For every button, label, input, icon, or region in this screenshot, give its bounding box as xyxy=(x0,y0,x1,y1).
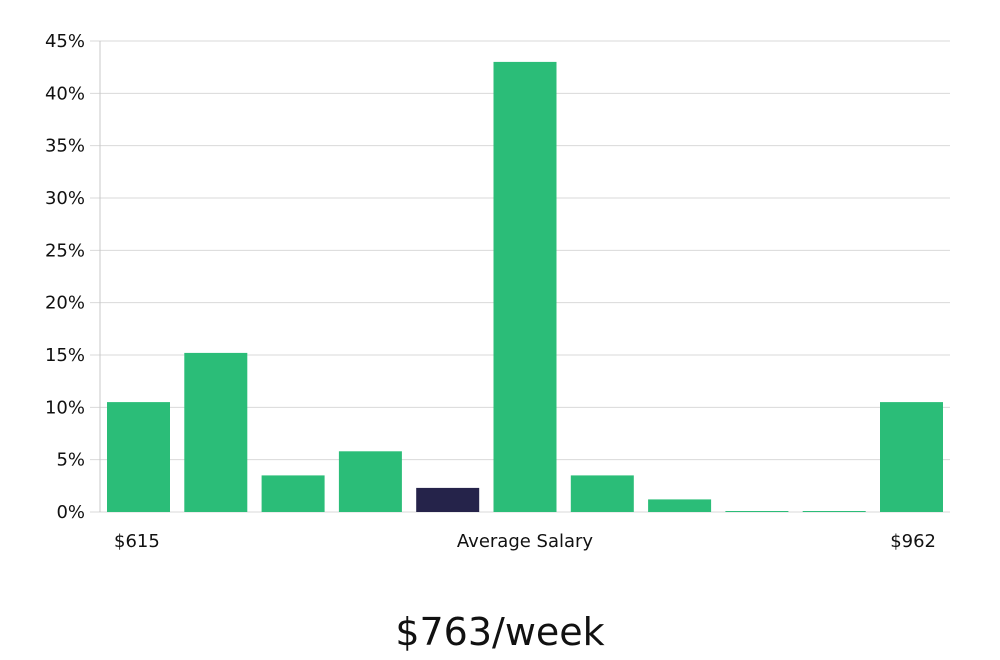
bar xyxy=(725,511,789,512)
y-tick-label: 20% xyxy=(45,293,85,314)
y-tick-label: 45% xyxy=(45,31,85,52)
x-labels: $615 Average Salary $962 xyxy=(114,531,936,552)
y-tick-label: 25% xyxy=(45,240,85,261)
y-tick-labels: 0% 5% 10% 15% 20% 25% 30% 35% 40% 45% xyxy=(45,31,85,523)
bar xyxy=(493,61,557,513)
y-tick-label: 10% xyxy=(45,397,85,418)
x-label-max: $962 xyxy=(890,531,936,552)
y-tick-label: 30% xyxy=(45,188,85,209)
bar xyxy=(570,475,634,512)
bar xyxy=(261,475,325,512)
bar xyxy=(338,451,402,512)
y-tick-label: 15% xyxy=(45,345,85,366)
bars xyxy=(107,61,943,513)
x-label-average: Average Salary xyxy=(457,531,594,552)
average-salary-value: $763/week xyxy=(395,610,605,654)
bar xyxy=(648,499,712,512)
bar xyxy=(802,511,866,512)
y-tick-label: 35% xyxy=(45,136,85,157)
y-tick-label: 40% xyxy=(45,83,85,104)
y-tick-label: 0% xyxy=(56,502,85,523)
chart-canvas: 0% 5% 10% 15% 20% 25% 30% 35% 40% 45% $615 Averag… xyxy=(45,31,950,552)
bar xyxy=(107,402,170,512)
x-label-min: $615 xyxy=(114,531,160,552)
y-tick-label: 5% xyxy=(56,450,85,471)
bar xyxy=(880,402,943,512)
bar-highlighted xyxy=(416,487,480,512)
bar xyxy=(184,352,248,512)
